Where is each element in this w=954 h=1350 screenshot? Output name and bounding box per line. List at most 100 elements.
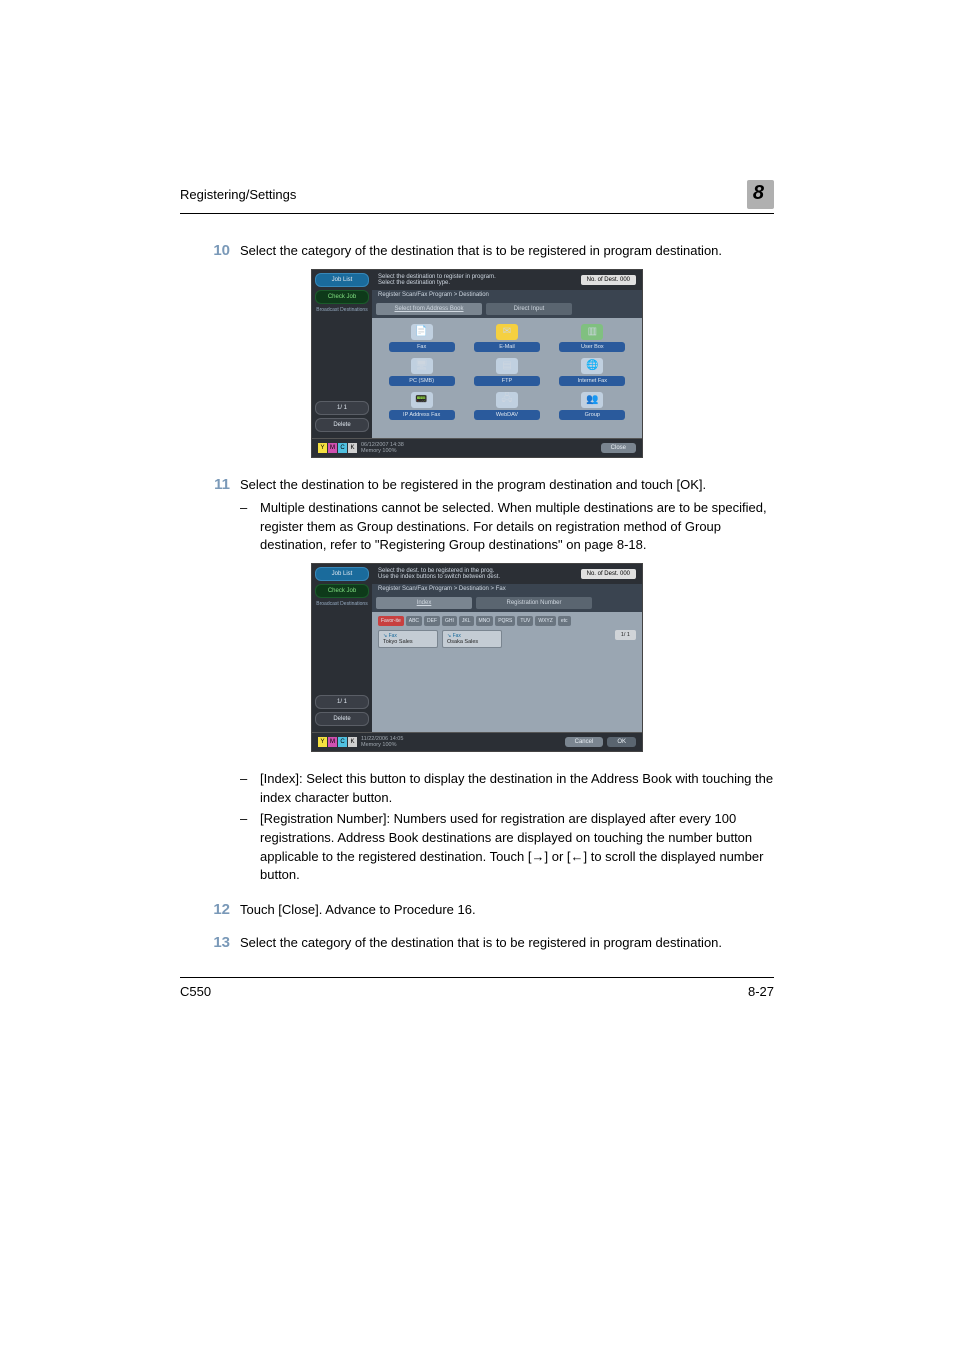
step-text: Touch [Close]. Advance to Procedure 16. bbox=[240, 901, 774, 920]
toner-indicator: Y M C K bbox=[318, 737, 357, 747]
status-bar: Y M C K 06/12/2007 14:38Memory 100% Clos… bbox=[312, 438, 642, 457]
dest-count-badge: No. of Dest. 000 bbox=[581, 275, 636, 285]
tab-row: Index Registration Number bbox=[372, 594, 642, 612]
job-list-button[interactable]: Job List bbox=[315, 567, 369, 581]
prompt-text: Select the dest. to be registered in the… bbox=[378, 568, 500, 580]
cat-email[interactable]: ✉E-Mail bbox=[471, 324, 542, 352]
cat-pcsmb[interactable]: 🖥PC (SMB) bbox=[386, 358, 457, 386]
delete-button[interactable]: Delete bbox=[315, 418, 369, 432]
side-panel: Job List Check Job Broadcast Destination… bbox=[312, 564, 372, 732]
step-11-sub3: – [Registration Number]: Numbers used fo… bbox=[180, 810, 774, 885]
chapter-number: 8 bbox=[747, 180, 774, 209]
toner-indicator: Y M C K bbox=[318, 443, 357, 453]
tab-address-book[interactable]: Select from Address Book bbox=[376, 303, 482, 315]
tab-direct-input[interactable]: Direct Input bbox=[486, 303, 572, 315]
cancel-button[interactable]: Cancel bbox=[565, 737, 604, 747]
tab-index[interactable]: Index bbox=[376, 597, 472, 609]
sub-text: Multiple destinations cannot be selected… bbox=[260, 499, 774, 556]
toner-y: Y bbox=[318, 737, 327, 747]
check-job-button[interactable]: Check Job bbox=[315, 584, 369, 598]
userbox-icon: ▥ bbox=[581, 324, 603, 340]
timestamp: 06/12/2007 14:38Memory 100% bbox=[357, 442, 601, 454]
side-panel: Job List Check Job Broadcast Destination… bbox=[312, 270, 372, 438]
cat-userbox[interactable]: ▥User Box bbox=[557, 324, 628, 352]
cat-inetfax[interactable]: 🌐Internet Fax bbox=[557, 358, 628, 386]
page-footer: C550 8-27 bbox=[180, 977, 774, 999]
idx-etc[interactable]: etc bbox=[558, 616, 571, 626]
status-bar: Y M C K 11/22/2006 14:05Memory 100% Canc… bbox=[312, 732, 642, 751]
step-number: 11 bbox=[180, 476, 240, 495]
job-list-button[interactable]: Job List bbox=[315, 273, 369, 287]
prompt-row: Select the dest. to be registered in the… bbox=[372, 564, 642, 584]
sub-text: [Index]: Select this button to display t… bbox=[260, 770, 774, 808]
delete-button[interactable]: Delete bbox=[315, 712, 369, 726]
cat-webdav[interactable]: 🖧WebDAV bbox=[471, 392, 542, 420]
step-12: 12 Touch [Close]. Advance to Procedure 1… bbox=[180, 901, 774, 920]
idx-tuv[interactable]: TUV bbox=[517, 616, 533, 626]
toner-m: M bbox=[328, 737, 337, 747]
idx-pqrs[interactable]: PQRS bbox=[495, 616, 515, 626]
page-indicator: 1/ 1 bbox=[615, 630, 636, 640]
category-grid: 📄Fax ✉E-Mail ▥User Box 🖥PC (SMB) ▤FTP 🌐I… bbox=[372, 318, 642, 438]
toner-c: C bbox=[338, 443, 347, 453]
tab-reg-number[interactable]: Registration Number bbox=[476, 597, 592, 609]
step-11-sub1: – Multiple destinations cannot be select… bbox=[180, 499, 774, 556]
page-number: 8-27 bbox=[748, 984, 774, 999]
step-text: Select the destination to be registered … bbox=[240, 476, 774, 495]
breadcrumb: Register Scan/Fax Program > Destination bbox=[372, 290, 642, 300]
check-job-button[interactable]: Check Job bbox=[315, 290, 369, 304]
idx-favorite[interactable]: Favor-ite bbox=[378, 616, 404, 626]
page-header: Registering/Settings 8 bbox=[180, 180, 774, 214]
ftp-icon: ▤ bbox=[496, 358, 518, 374]
idx-ghi[interactable]: GHI bbox=[442, 616, 457, 626]
webdav-icon: 🖧 bbox=[496, 392, 518, 408]
step-text: Select the category of the destination t… bbox=[240, 242, 774, 261]
idx-jkl[interactable]: JKL bbox=[459, 616, 474, 626]
dash: – bbox=[180, 770, 260, 808]
broadcast-label: Broadcast Destinations bbox=[315, 601, 369, 607]
idx-mno[interactable]: MNO bbox=[476, 616, 494, 626]
ok-button[interactable]: OK bbox=[607, 737, 636, 747]
dest-count-badge: No. of Dest. 000 bbox=[581, 569, 636, 579]
screenshot-destination-type: Job List Check Job Broadcast Destination… bbox=[311, 269, 643, 458]
prompt-row: Select the destination to register in pr… bbox=[372, 270, 642, 290]
sub-text: [Registration Number]: Numbers used for … bbox=[260, 810, 774, 885]
document-page: Registering/Settings 8 10 Select the cat… bbox=[0, 0, 954, 1350]
cat-ftp[interactable]: ▤FTP bbox=[471, 358, 542, 386]
prompt-text: Select the destination to register in pr… bbox=[378, 274, 496, 286]
page-indicator: 1/ 1 bbox=[315, 695, 369, 709]
idx-abc[interactable]: ABC bbox=[406, 616, 422, 626]
idx-def[interactable]: DEF bbox=[424, 616, 440, 626]
dest-tokyo[interactable]: ↘ Fax Tokyo Sales bbox=[378, 630, 438, 648]
cat-group[interactable]: 👥Group bbox=[557, 392, 628, 420]
toner-m: M bbox=[328, 443, 337, 453]
pc-icon: 🖥 bbox=[411, 358, 433, 374]
step-11: 11 Select the destination to be register… bbox=[180, 476, 774, 495]
breadcrumb: Register Scan/Fax Program > Destination … bbox=[372, 584, 642, 594]
step-11-sub2: – [Index]: Select this button to display… bbox=[180, 770, 774, 808]
group-icon: 👥 bbox=[581, 392, 603, 408]
toner-y: Y bbox=[318, 443, 327, 453]
dash: – bbox=[180, 499, 260, 556]
tab-row: Select from Address Book Direct Input bbox=[372, 300, 642, 318]
header-title: Registering/Settings bbox=[180, 187, 296, 202]
close-button[interactable]: Close bbox=[601, 443, 636, 453]
ipfax-icon: 📟 bbox=[411, 392, 433, 408]
step-number: 13 bbox=[180, 934, 240, 953]
step-13: 13 Select the category of the destinatio… bbox=[180, 934, 774, 953]
timestamp: 11/22/2006 14:05Memory 100% bbox=[357, 736, 565, 748]
inetfax-icon: 🌐 bbox=[581, 358, 603, 374]
dest-osaka[interactable]: ↘ Fax Osaka Sales bbox=[442, 630, 502, 648]
step-10: 10 Select the category of the destinatio… bbox=[180, 242, 774, 261]
step-number: 10 bbox=[180, 242, 240, 261]
cat-fax[interactable]: 📄Fax bbox=[386, 324, 457, 352]
dash: – bbox=[180, 810, 260, 885]
index-row: Favor-ite ABC DEF GHI JKL MNO PQRS TUV W… bbox=[378, 616, 636, 626]
toner-c: C bbox=[338, 737, 347, 747]
screenshot-select-dest: Job List Check Job Broadcast Destination… bbox=[311, 563, 643, 752]
idx-wxyz[interactable]: WXYZ bbox=[535, 616, 555, 626]
cat-ipfax[interactable]: 📟IP Address Fax bbox=[386, 392, 457, 420]
toner-k: K bbox=[348, 443, 357, 453]
email-icon: ✉ bbox=[496, 324, 518, 340]
step-text: Select the category of the destination t… bbox=[240, 934, 774, 953]
